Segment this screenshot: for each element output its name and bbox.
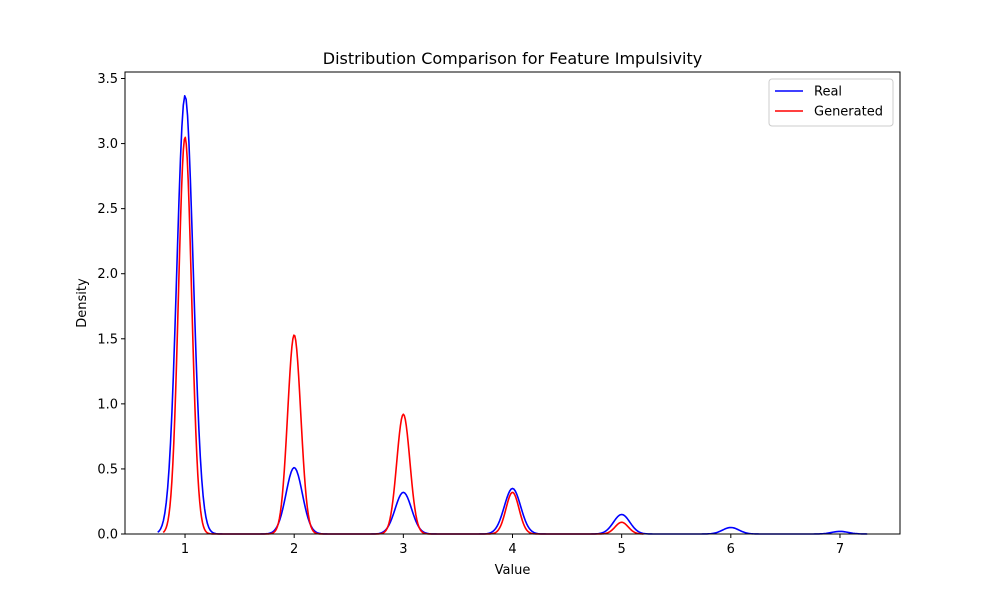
y-axis: 0.0 0.5 1.0 1.5 2.0 2.5 3.0 3.5 xyxy=(97,72,125,543)
x-axis: 1 2 3 4 5 6 7 xyxy=(181,534,844,557)
y-tick-label: 0.0 xyxy=(97,528,118,543)
y-tick-label: 3.5 xyxy=(97,72,118,87)
y-tick-label: 1.0 xyxy=(97,397,118,412)
x-tick-label: 5 xyxy=(618,542,626,557)
x-tick-label: 4 xyxy=(508,542,516,557)
x-tick-label: 6 xyxy=(727,542,735,557)
x-tick-label: 7 xyxy=(836,542,844,557)
y-tick-label: 1.5 xyxy=(97,332,118,347)
chart-title: Distribution Comparison for Feature Impu… xyxy=(323,49,702,68)
y-axis-label: Density xyxy=(75,278,90,328)
y-tick-label: 2.0 xyxy=(97,267,118,282)
x-axis-label: Value xyxy=(495,563,531,578)
y-tick-label: 3.0 xyxy=(97,137,118,152)
legend: Real Generated xyxy=(768,78,894,127)
x-tick-label: 1 xyxy=(181,542,189,557)
x-tick-label: 3 xyxy=(399,542,407,557)
y-tick-label: 2.5 xyxy=(97,202,118,217)
legend-label-generated: Generated xyxy=(814,105,883,120)
x-tick-label: 2 xyxy=(290,542,298,557)
legend-label-real: Real xyxy=(814,85,842,100)
y-tick-label: 0.5 xyxy=(97,462,118,477)
